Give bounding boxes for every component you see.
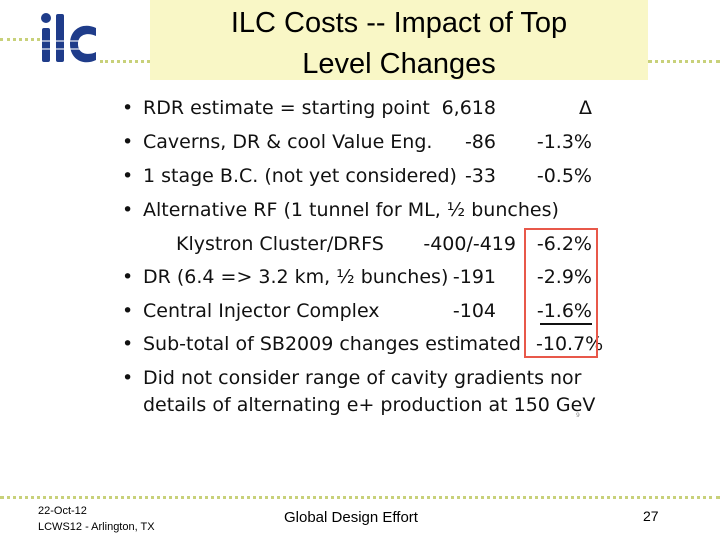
bullet: • <box>122 367 134 389</box>
row-text: RDR estimate = starting point <box>143 97 430 119</box>
footer-date: 22-Oct-12 <box>38 505 87 517</box>
row-pct: -10.7% <box>536 333 604 355</box>
table-row: • Central Injector Complex -104 <box>116 298 496 324</box>
row-value: -86 <box>464 131 496 153</box>
cost-table: • RDR estimate = starting point 6,618 Δ … <box>116 92 606 420</box>
table-row: details of alternating e+ production at … <box>116 392 596 418</box>
row-text: Sub-total of SB2009 changes estimated <box>143 333 521 355</box>
bullet: • <box>122 165 134 187</box>
highlight-box <box>524 228 598 358</box>
row-pct: -0.5% <box>536 165 592 187</box>
title-line-2: Level Changes <box>302 48 496 80</box>
table-row: • 1 stage B.C. (not yet considered) -33 <box>116 163 496 189</box>
footer-center: Global Design Effort <box>284 509 418 526</box>
bullet: • <box>122 266 134 288</box>
row-value: -191 <box>452 266 496 288</box>
page-number: 27 <box>643 508 659 524</box>
table-row: • Did not consider range of cavity gradi… <box>116 365 596 391</box>
row-pct: -1.6% <box>536 300 592 322</box>
row-text: DR (6.4 => 3.2 km, ½ bunches) <box>143 266 449 288</box>
row-pct: Δ <box>579 97 592 119</box>
table-row: • Sub-total of SB2009 changes estimated <box>116 331 526 357</box>
ilc-logo <box>41 13 96 63</box>
footer-venue: LCWS12 - Arlington, TX <box>38 521 155 533</box>
row-text: Klystron Cluster/DRFS <box>176 233 384 255</box>
header-dotted-line-mid <box>100 60 150 63</box>
tiny-mark: 9 <box>576 412 580 419</box>
slide-title: ILC Costs -- Impact of Top Level Changes <box>150 0 648 80</box>
bullet: • <box>122 131 134 153</box>
row-value: 6,618 <box>441 97 496 119</box>
row-text: Caverns, DR & cool Value Eng. <box>143 131 433 153</box>
row-text: Central Injector Complex <box>143 300 380 322</box>
row-value: -33 <box>464 165 496 187</box>
table-row: • Caverns, DR & cool Value Eng. -86 <box>116 129 496 155</box>
bullet: • <box>122 97 134 119</box>
row-pct: -1.3% <box>536 131 592 153</box>
table-row: • Alternative RF (1 tunnel for ML, ½ bun… <box>116 197 596 223</box>
footer-dotted-line <box>0 496 720 499</box>
row-value: -104 <box>452 300 496 322</box>
bullet: • <box>122 300 134 322</box>
table-row: • DR (6.4 => 3.2 km, ½ bunches) -191 <box>116 264 496 290</box>
table-row: • RDR estimate = starting point 6,618 <box>116 95 496 121</box>
bullet: • <box>122 333 134 355</box>
row-pct: -6.2% <box>536 233 592 255</box>
row-text: details of alternating e+ production at … <box>143 394 596 416</box>
row-text: Did not consider range of cavity gradien… <box>143 367 582 389</box>
row-value: -400/-419 <box>423 233 516 255</box>
row-text: Alternative RF (1 tunnel for ML, ½ bunch… <box>143 199 559 221</box>
row-pct: -2.9% <box>536 266 592 288</box>
header-dotted-line-left <box>0 38 40 41</box>
bullet: • <box>122 199 134 221</box>
subtotal-underline <box>540 323 592 325</box>
header-dotted-line-right <box>648 60 720 63</box>
table-row: Klystron Cluster/DRFS -400/-419 <box>116 231 516 257</box>
title-line-1: ILC Costs -- Impact of Top <box>230 7 568 39</box>
row-text: 1 stage B.C. (not yet considered) <box>143 165 457 187</box>
